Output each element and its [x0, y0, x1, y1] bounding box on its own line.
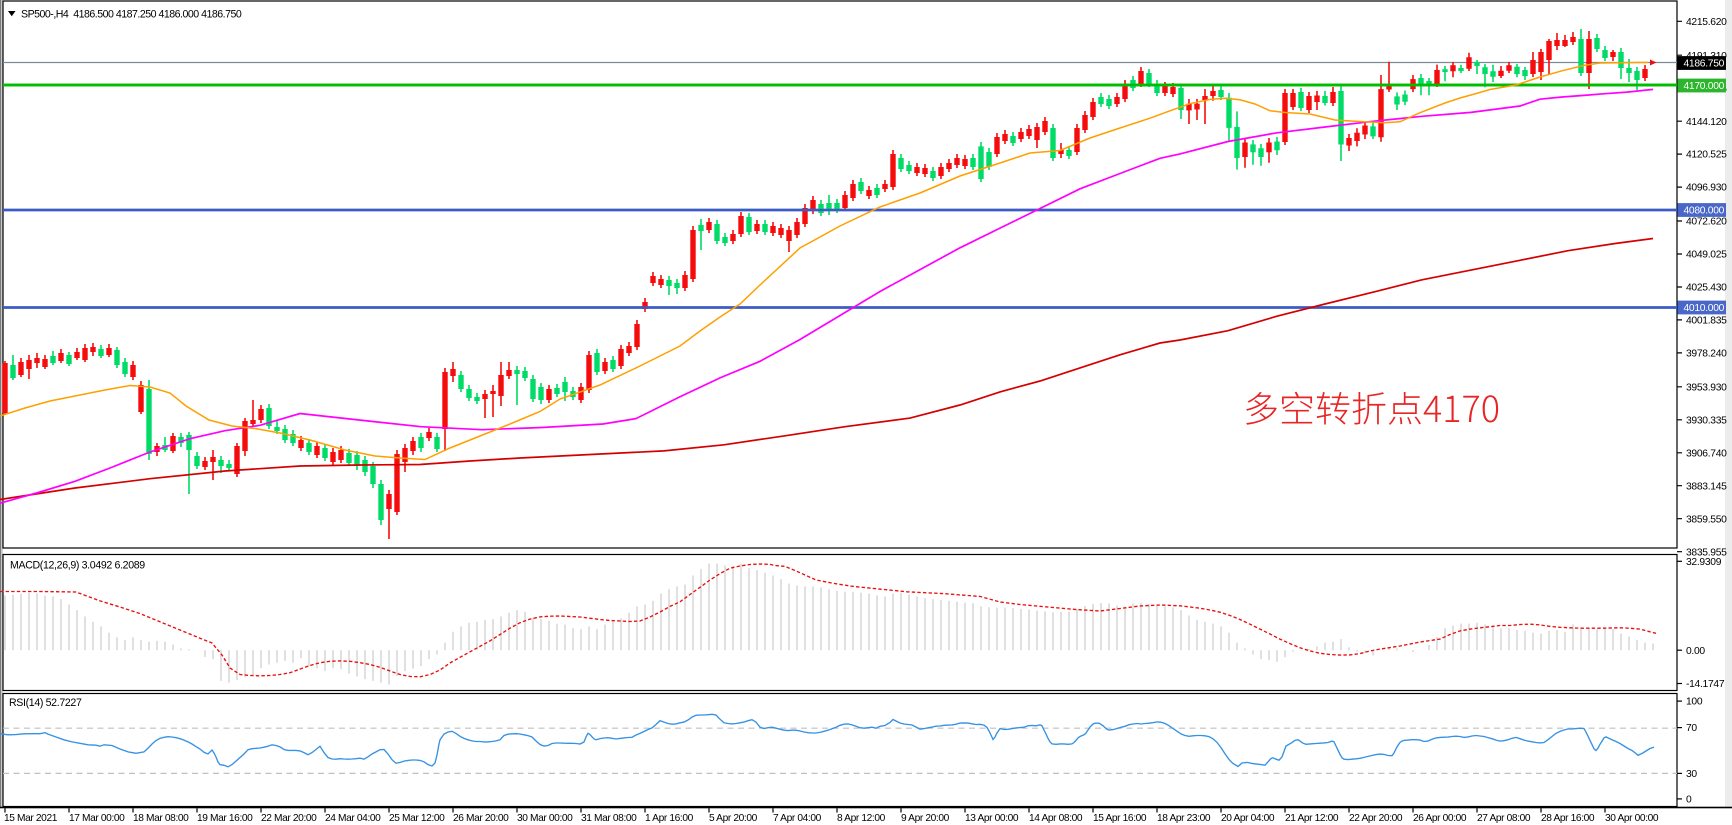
- svg-text:25 Mar 12:00: 25 Mar 12:00: [389, 813, 445, 824]
- svg-text:4080.000: 4080.000: [1684, 206, 1725, 217]
- svg-text:3953.930: 3953.930: [1686, 382, 1727, 393]
- svg-text:3883.145: 3883.145: [1686, 481, 1727, 492]
- svg-text:4096.930: 4096.930: [1686, 183, 1727, 194]
- svg-text:15 Apr 16:00: 15 Apr 16:00: [1093, 813, 1147, 824]
- svg-text:32.9309: 32.9309: [1686, 557, 1722, 568]
- svg-text:9 Apr 20:00: 9 Apr 20:00: [901, 813, 950, 824]
- svg-text:4215.620: 4215.620: [1686, 17, 1727, 28]
- svg-text:26 Mar 20:00: 26 Mar 20:00: [453, 813, 509, 824]
- svg-text:21 Apr 12:00: 21 Apr 12:00: [1285, 813, 1339, 824]
- svg-text:3978.240: 3978.240: [1686, 349, 1727, 360]
- svg-text:4120.525: 4120.525: [1686, 150, 1727, 161]
- svg-text:4186.750: 4186.750: [1684, 59, 1725, 70]
- svg-text:-14.1747: -14.1747: [1686, 679, 1725, 690]
- svg-text:4072.620: 4072.620: [1686, 217, 1727, 228]
- svg-text:70: 70: [1686, 723, 1697, 734]
- svg-text:13 Apr 00:00: 13 Apr 00:00: [965, 813, 1019, 824]
- svg-text:1 Apr 16:00: 1 Apr 16:00: [645, 813, 694, 824]
- svg-text:26 Apr 00:00: 26 Apr 00:00: [1413, 813, 1467, 824]
- svg-text:30 Mar 00:00: 30 Mar 00:00: [517, 813, 573, 824]
- svg-text:22 Mar 20:00: 22 Mar 20:00: [261, 813, 317, 824]
- svg-text:3835.955: 3835.955: [1686, 547, 1727, 558]
- svg-text:3906.740: 3906.740: [1686, 448, 1727, 459]
- svg-text:18 Mar 08:00: 18 Mar 08:00: [133, 813, 189, 824]
- svg-text:3859.550: 3859.550: [1686, 514, 1727, 525]
- svg-text:20 Apr 04:00: 20 Apr 04:00: [1221, 813, 1275, 824]
- svg-text:28 Apr 16:00: 28 Apr 16:00: [1541, 813, 1595, 824]
- svg-text:3930.335: 3930.335: [1686, 415, 1727, 426]
- svg-text:22 Apr 20:00: 22 Apr 20:00: [1349, 813, 1403, 824]
- svg-text:4010.000: 4010.000: [1684, 303, 1725, 314]
- svg-text:4144.120: 4144.120: [1686, 117, 1727, 128]
- svg-text:SP500-,H4 4186.500 4187.250 4: SP500-,H4 4186.500 4187.250 4186.000 418…: [21, 9, 242, 21]
- svg-text:4170.000: 4170.000: [1684, 81, 1725, 92]
- svg-text:24 Mar 04:00: 24 Mar 04:00: [325, 813, 381, 824]
- svg-text:15 Mar 2021: 15 Mar 2021: [4, 813, 58, 824]
- svg-text:0: 0: [1686, 795, 1692, 806]
- svg-text:MACD(12,26,9) 3.0492 6.2089: MACD(12,26,9) 3.0492 6.2089: [10, 560, 145, 572]
- svg-text:18 Apr 23:00: 18 Apr 23:00: [1157, 813, 1211, 824]
- svg-text:8 Apr 12:00: 8 Apr 12:00: [837, 813, 886, 824]
- svg-text:RSI(14) 52.7227: RSI(14) 52.7227: [9, 697, 82, 709]
- svg-text:27 Apr 08:00: 27 Apr 08:00: [1477, 813, 1531, 824]
- svg-text:14 Apr 08:00: 14 Apr 08:00: [1029, 813, 1083, 824]
- svg-text:100: 100: [1686, 697, 1703, 708]
- svg-text:7 Apr 04:00: 7 Apr 04:00: [773, 813, 822, 824]
- svg-text:17 Mar 00:00: 17 Mar 00:00: [69, 813, 125, 824]
- svg-text:5 Apr 20:00: 5 Apr 20:00: [709, 813, 758, 824]
- svg-text:4001.835: 4001.835: [1686, 316, 1727, 327]
- svg-text:30: 30: [1686, 769, 1697, 780]
- svg-text:31 Mar 08:00: 31 Mar 08:00: [581, 813, 637, 824]
- svg-text:30 Apr 00:00: 30 Apr 00:00: [1605, 813, 1659, 824]
- svg-text:4025.430: 4025.430: [1686, 283, 1727, 294]
- svg-text:0.00: 0.00: [1686, 646, 1705, 657]
- svg-text:4049.025: 4049.025: [1686, 250, 1727, 261]
- svg-text:19 Mar 16:00: 19 Mar 16:00: [197, 813, 253, 824]
